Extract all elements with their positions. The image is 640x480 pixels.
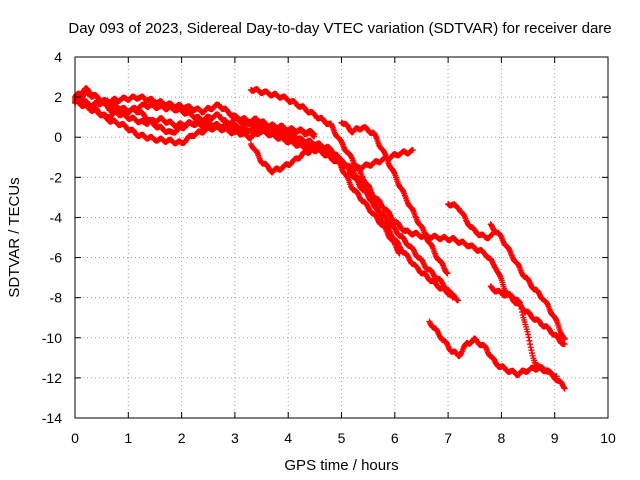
y-tick-label: -10 [42,330,62,346]
x-tick-label: 7 [444,430,452,446]
series-markers [445,200,496,242]
series-arc-12 [487,283,560,380]
series-arc-9 [445,200,496,242]
grid-lines [75,57,608,418]
x-axis-title: GPS time / hours [284,457,398,474]
x-tick-label: 6 [391,430,399,446]
x-tick-label: 8 [498,430,506,446]
x-tick-label: 4 [284,430,292,446]
y-tick-label: -6 [50,250,63,266]
y-tick-label: 0 [54,129,62,145]
y-tick-label: 4 [54,49,62,65]
x-tick-label: 10 [600,430,616,446]
x-tick-label: 5 [338,430,346,446]
series-arc-10 [487,221,568,343]
y-tick-label: -14 [42,410,62,426]
series-arc-7 [247,86,568,348]
y-tick-label: -12 [42,370,62,386]
x-tick-label: 9 [551,430,559,446]
x-tick-label: 2 [178,430,186,446]
series-markers [487,221,568,343]
y-axis-title: SDTVAR / TECUs [6,177,23,297]
y-tick-label: -8 [50,290,63,306]
series-markers [247,140,462,304]
y-tick-label: -2 [50,169,63,185]
x-tick-label: 0 [71,430,79,446]
series-markers [72,93,456,301]
x-tick-label: 1 [124,430,132,446]
y-tick-label: -4 [50,209,63,225]
y-tick-label: 2 [54,89,62,105]
series-arc-4 [72,93,456,301]
series-arc-8 [338,119,451,277]
series-markers [487,283,560,380]
data-series [72,85,568,392]
series-arc-6 [247,140,462,304]
chart-title: Day 093 of 2023, Sidereal Day-to-day VTE… [68,20,611,37]
x-tick-label: 3 [231,430,239,446]
series-markers [338,119,451,277]
series-markers [247,86,568,348]
axes: 0 1 2 3 4 5 6 7 8 9 10 -14 -12 -10 -8 -6 -4 -2 0 2 4 [42,49,616,446]
